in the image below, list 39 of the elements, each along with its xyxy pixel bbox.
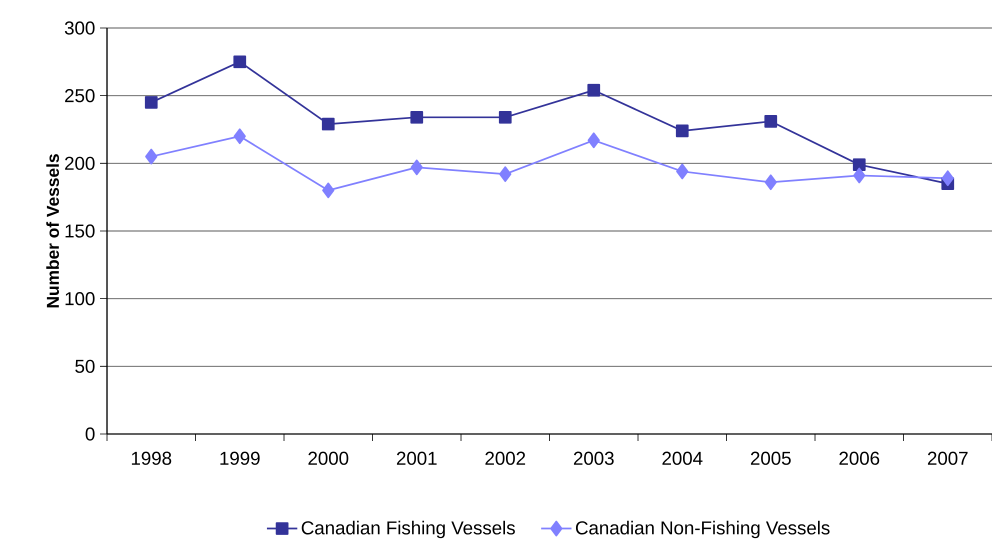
point (499, 166, 512, 182)
point (676, 164, 688, 180)
y-tick-label: 150 (66, 224, 95, 238)
y-tick-label: 300 (64, 21, 95, 35)
point (410, 160, 423, 176)
point (322, 182, 334, 198)
point (853, 168, 866, 184)
x-tick-label: 2006 (839, 452, 880, 465)
point (588, 132, 600, 148)
point (764, 174, 777, 190)
legend-label: Canadian Non-Fishing Vessels (576, 520, 830, 538)
x-tick-label: 2007 (928, 452, 968, 465)
x-tick-label: 2003 (574, 452, 614, 465)
legend-label: Canadian Fishing Vessels (302, 520, 515, 538)
x-tick-label: 2002 (485, 452, 526, 465)
point (498, 110, 512, 124)
y-tick-label: 50 (75, 360, 95, 373)
y-axis-title: Number of Vessels (46, 154, 59, 308)
point (942, 170, 954, 186)
point (852, 158, 866, 172)
point (144, 96, 158, 109)
y-tick-label: 250 (65, 89, 95, 102)
x-tick-label: 2001 (396, 452, 437, 465)
point (322, 118, 335, 130)
point (233, 55, 246, 68)
y-tick-label: 200 (65, 156, 95, 170)
x-tick-label: 1998 (132, 452, 172, 465)
point (764, 115, 778, 128)
y-tick-label: 0 (86, 427, 95, 441)
x-tick-label: 2004 (662, 452, 702, 465)
point (676, 124, 689, 138)
y-tick-label: 100 (66, 292, 95, 306)
x-tick-label: 2000 (308, 452, 348, 465)
x-tick-label: 2005 (750, 452, 791, 465)
point (587, 84, 600, 97)
x-tick-label: 1999 (220, 452, 260, 465)
point (145, 148, 158, 164)
point (234, 128, 246, 144)
point (410, 110, 424, 124)
